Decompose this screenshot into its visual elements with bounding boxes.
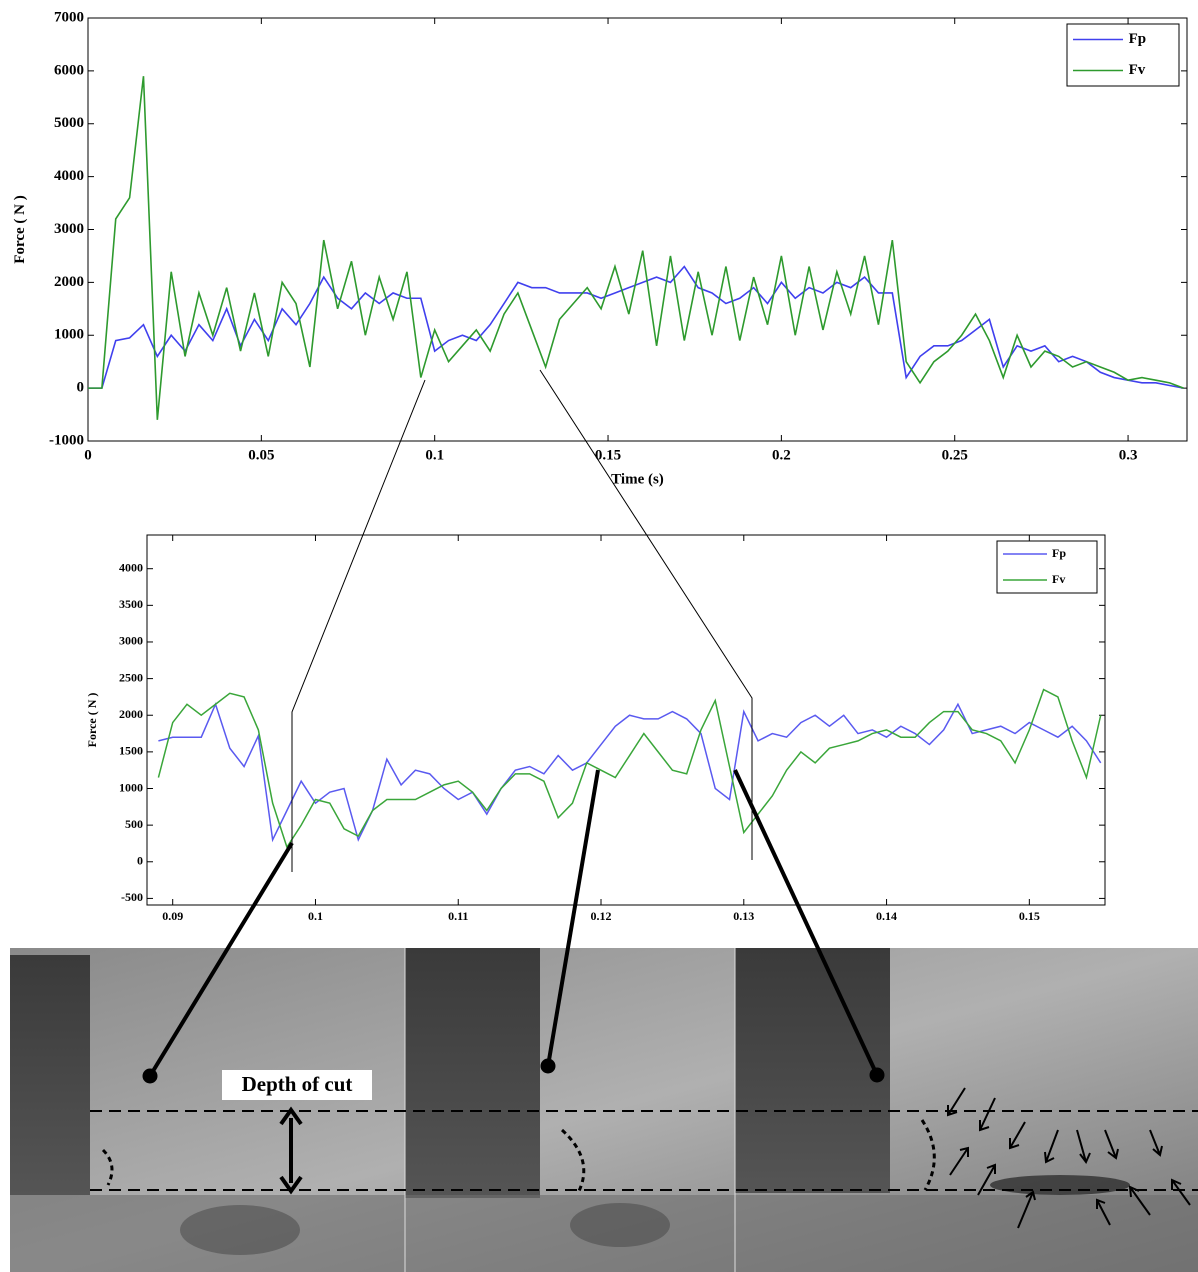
chip-outline [101,1148,114,1186]
tool-shadow [735,948,890,1193]
y-tick-label: 2000 [119,707,143,721]
legend-label: Fp [1052,546,1066,560]
y-axis-label: Force ( N ) [85,693,99,748]
y-tick-label: -1000 [49,432,84,448]
y-tick-label: 1000 [119,780,143,794]
pointer-line [546,769,600,1067]
series-line [157,688,1102,849]
zoom-connectors [142,369,885,1084]
x-tick-label: 0.15 [595,447,621,463]
plot-area [146,534,1106,906]
y-tick-label: 2000 [54,274,84,290]
x-tick-label: 0.14 [876,909,897,923]
x-tick-label: 0.25 [942,447,968,463]
y-tick-label: 3000 [119,634,143,648]
depth-arrow-heads [279,1106,303,1195]
tool-shadow [10,955,90,1195]
pointer-dot [869,1067,885,1083]
photo-strip: Depth of cut [10,948,1198,1272]
y-axis-label: Force ( N ) [12,195,28,263]
x-tick-label: 0.12 [591,909,612,923]
photo-texture [570,1203,670,1247]
x-tick-label: 0.09 [162,909,183,923]
pointer-line [148,841,294,1078]
y-tick-label: 2500 [119,670,143,684]
legend-box [996,540,1098,594]
y-tick-label: 4000 [54,168,84,184]
chart: 0.09 0.1 0.11 0.12 0.13 0.14 0.15 -500 0 500 1000 1… [85,534,1106,923]
y-tick-label: 6000 [54,62,84,78]
legend-box [1066,23,1180,87]
y-tick-label: 5000 [54,115,84,131]
legend-label: Fv [1129,62,1146,78]
x-tick-label: 0.3 [1119,447,1138,463]
y-tick-label: 500 [125,817,143,831]
x-tick-label: 0.15 [1019,909,1040,923]
series-line [88,76,1184,420]
photo-texture [180,1205,300,1255]
x-tick-label: 0.13 [733,909,754,923]
legend-label: Fp [1129,31,1147,47]
pointer-dot [142,1068,158,1084]
depth-label: Depth of cut [242,1072,353,1096]
y-tick-label: 3500 [119,597,143,611]
y-tick-label: 7000 [54,9,84,25]
x-tick-label: 0 [84,447,92,463]
y-tick-label: 0 [137,854,143,868]
y-tick-label: 0 [77,380,85,396]
x-tick-label: 0.1 [425,447,444,463]
x-axis-label: Time (s) [611,471,664,487]
legend: Fp Fv [1066,23,1180,87]
legend-label: Fv [1052,572,1065,586]
y-tick-label: 3000 [54,221,84,237]
chip-outline [560,1128,586,1194]
y-tick-label: 1500 [119,744,143,758]
plot-area [87,17,1188,442]
chip-outline [920,1119,936,1191]
label-box [222,1070,372,1100]
x-tick-label: 0.1 [308,909,323,923]
tool-shadow [405,948,540,1198]
y-tick-label: -500 [121,890,143,904]
crack-arrows [947,1087,1191,1229]
y-tick-label: 4000 [119,560,143,574]
pointer-line [733,769,879,1076]
x-tick-label: 0.11 [448,909,468,923]
series-line [158,702,1102,843]
chart: 0 0.05 0.1 0.15 0.2 0.25 0.3-10000100020003000… [12,9,1188,487]
x-tick-label: 0.05 [248,447,274,463]
legend: Fp Fv [996,540,1098,594]
x-tick-label: 0.2 [772,447,791,463]
photo-crack [990,1175,1130,1195]
y-tick-label: 1000 [54,327,84,343]
pointer-dot [540,1058,556,1074]
